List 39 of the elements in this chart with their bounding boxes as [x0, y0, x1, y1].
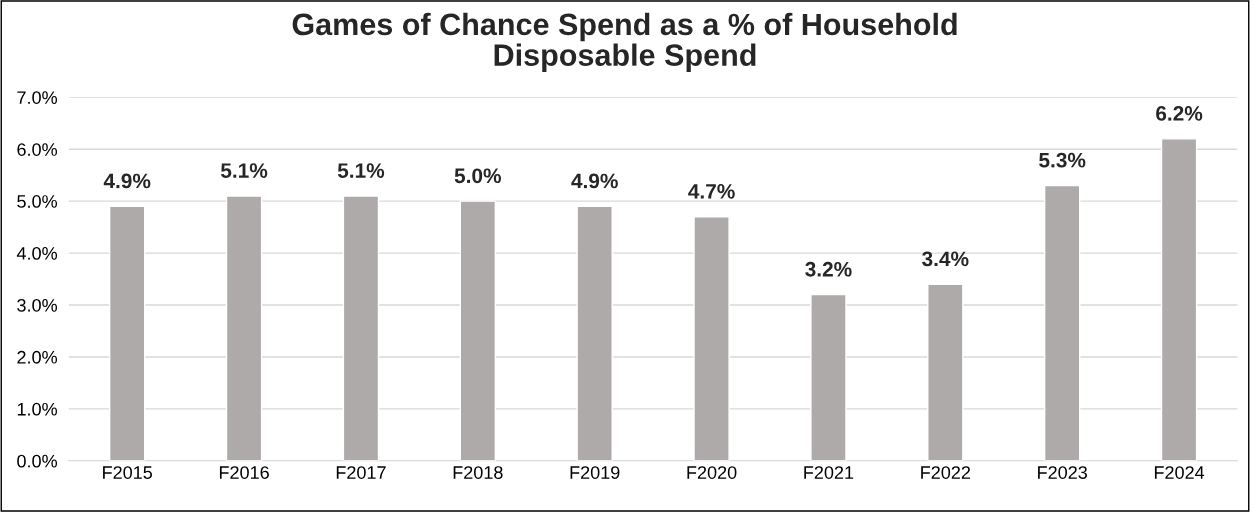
x-tick-label: F2022: [921, 466, 971, 479]
data-label: 3.2%: [805, 261, 852, 277]
bar: [108, 205, 146, 461]
x-tick-label: F2019: [570, 466, 620, 479]
y-tick-label: 5.0%: [17, 195, 57, 208]
x-tick-label: F2015: [103, 466, 153, 479]
data-label: 5.1%: [337, 163, 385, 178]
data-label: 6.2%: [1156, 106, 1203, 121]
x-tick-label: F2020: [687, 466, 737, 479]
x-tick-label: F2018: [453, 466, 503, 479]
data-label: 5.3%: [1039, 152, 1086, 168]
y-tick-label: 2.0%: [17, 350, 57, 364]
data-label: 4.9%: [103, 173, 151, 189]
y-tick-label: 0.0%: [17, 454, 57, 468]
y-tick-label: 6.0%: [17, 143, 57, 156]
bar: [1043, 184, 1081, 461]
y-tick-label: 1.0%: [17, 402, 57, 416]
data-label: 3.4%: [922, 251, 969, 267]
chart-title: Games of Chance Spend as a % of Household Disposable Spend: [292, 12, 957, 72]
y-tick-label: 4.0%: [16, 247, 57, 260]
bar: [1160, 138, 1198, 461]
data-label: 4.9%: [571, 173, 618, 189]
y-tick-label: 7.0%: [17, 91, 57, 104]
bar: [810, 293, 847, 461]
bar: [693, 216, 730, 461]
x-tick-label: F2023: [1038, 466, 1087, 479]
x-tick-label: F2016: [219, 466, 269, 479]
data-label: 5.0%: [454, 168, 502, 184]
data-label: 4.7%: [688, 184, 735, 199]
y-tick-label: 3.0%: [17, 298, 57, 312]
x-tick-label: F2021: [804, 466, 854, 479]
bar: [576, 205, 613, 461]
bar: [927, 283, 964, 461]
bar: [342, 195, 380, 461]
bar: [225, 195, 263, 461]
data-label: 5.1%: [220, 163, 268, 178]
x-tick-label: F2017: [336, 466, 386, 479]
bar: [459, 200, 497, 461]
x-tick-label: F2024: [1154, 466, 1205, 479]
